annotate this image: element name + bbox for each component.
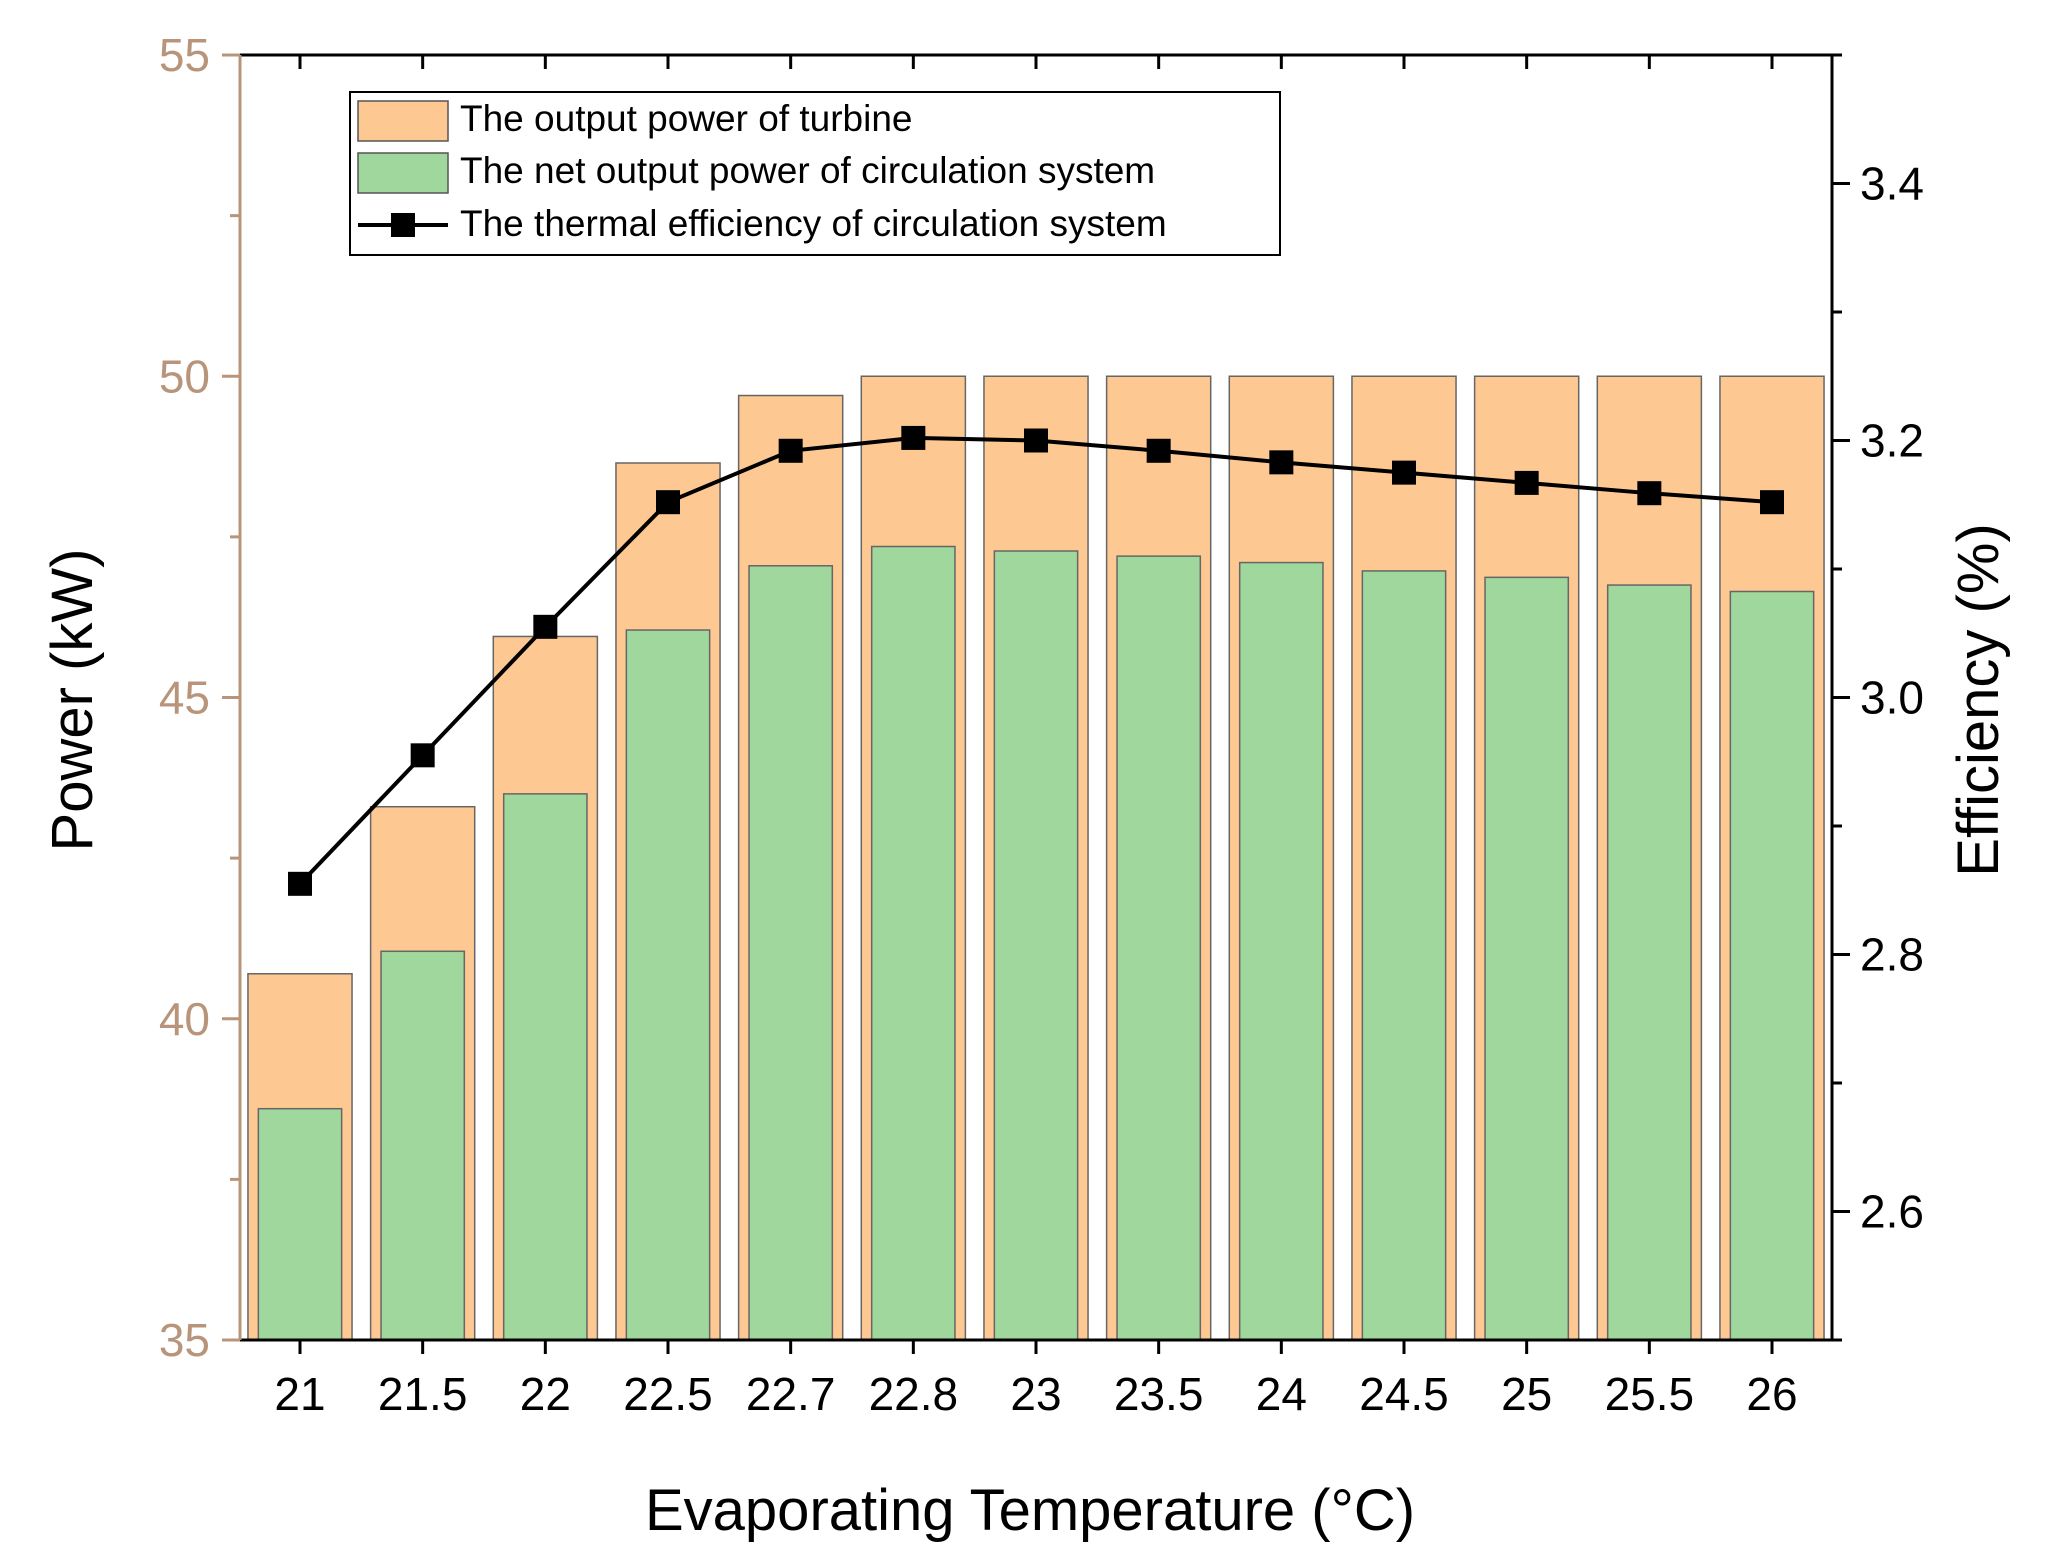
bar-net-output	[502, 793, 588, 1341]
efficiency-point	[1514, 470, 1539, 495]
legend-swatch-net-output	[357, 152, 449, 194]
bar-net-output	[748, 565, 834, 1341]
ticks-layer: 21 21.5 22 22.5 22.7 22.8 23 23.5 24 24.5 25 25.5 26…	[159, 29, 1924, 1420]
bars-layer	[247, 375, 1825, 1341]
bar-net-output	[380, 950, 466, 1341]
bar-net-output	[993, 550, 1079, 1341]
bar-net-output	[1729, 590, 1815, 1341]
bar-net-output	[1484, 576, 1570, 1341]
efficiency-point	[533, 614, 558, 639]
y-axis-title-right: Efficiency (%)	[1946, 523, 2011, 876]
x-tick-label: 25.5	[1605, 1368, 1695, 1420]
x-tick-label: 22.8	[869, 1368, 959, 1420]
legend-swatch-efficiency-marker	[391, 213, 415, 237]
bar-net-output	[257, 1107, 343, 1341]
efficiency-point	[901, 425, 926, 450]
y-axis-title-left: Power (kW)	[40, 549, 105, 852]
left-y-tick-label: 45	[159, 672, 210, 724]
bar-net-output	[1606, 584, 1692, 1341]
legend-label-turbine: The output power of turbine	[460, 98, 913, 139]
bar-net-output	[1116, 555, 1202, 1341]
efficiency-point	[778, 438, 803, 463]
x-tick-label: 23.5	[1114, 1368, 1204, 1420]
legend: The output power of turbine The net outp…	[349, 91, 1281, 256]
x-tick-label: 26	[1746, 1368, 1797, 1420]
legend-label-net-output: The net output power of circulation syst…	[460, 150, 1155, 191]
right-y-tick-label: 3.2	[1860, 415, 1924, 467]
efficiency-line-layer	[288, 425, 1784, 896]
left-y-tick-label: 35	[159, 1314, 210, 1366]
efficiency-point	[1024, 428, 1048, 453]
right-y-tick-label: 3.0	[1860, 672, 1924, 724]
x-tick-label: 21.5	[378, 1368, 468, 1420]
efficiency-point	[1269, 450, 1294, 475]
efficiency-point	[1637, 481, 1662, 506]
right-y-tick-label: 2.8	[1860, 929, 1924, 981]
x-tick-label: 24	[1256, 1368, 1307, 1420]
efficiency-point	[1760, 490, 1784, 515]
x-tick-label: 25	[1501, 1368, 1552, 1420]
efficiency-point	[1146, 438, 1171, 463]
efficiency-point	[656, 490, 680, 515]
left-y-tick-label: 40	[159, 993, 210, 1045]
x-tick-label: 24.5	[1359, 1368, 1449, 1420]
efficiency-point	[1392, 460, 1416, 485]
efficiency-point	[288, 871, 312, 896]
right-y-tick-label: 3.4	[1860, 158, 1924, 210]
legend-label-efficiency: The thermal efficiency of circulation sy…	[460, 203, 1167, 244]
x-axis-title: Evaporating Temperature (°C)	[645, 1478, 1415, 1543]
bar-net-output	[870, 545, 956, 1341]
left-y-tick-label: 50	[159, 350, 210, 402]
right-y-tick-label: 2.6	[1860, 1186, 1924, 1238]
bar-net-output	[1361, 570, 1447, 1341]
legend-frame	[349, 91, 1281, 256]
left-y-tick-label: 55	[159, 29, 210, 81]
x-tick-label: 22.7	[746, 1368, 836, 1420]
bar-net-output	[625, 629, 711, 1341]
bar-net-output	[1238, 561, 1324, 1341]
efficiency-point	[410, 743, 435, 768]
x-tick-label: 21	[274, 1368, 325, 1420]
x-tick-label: 22.5	[623, 1368, 713, 1420]
legend-swatch-turbine	[357, 100, 449, 142]
x-tick-label: 23	[1010, 1368, 1061, 1420]
x-tick-label: 22	[520, 1368, 571, 1420]
